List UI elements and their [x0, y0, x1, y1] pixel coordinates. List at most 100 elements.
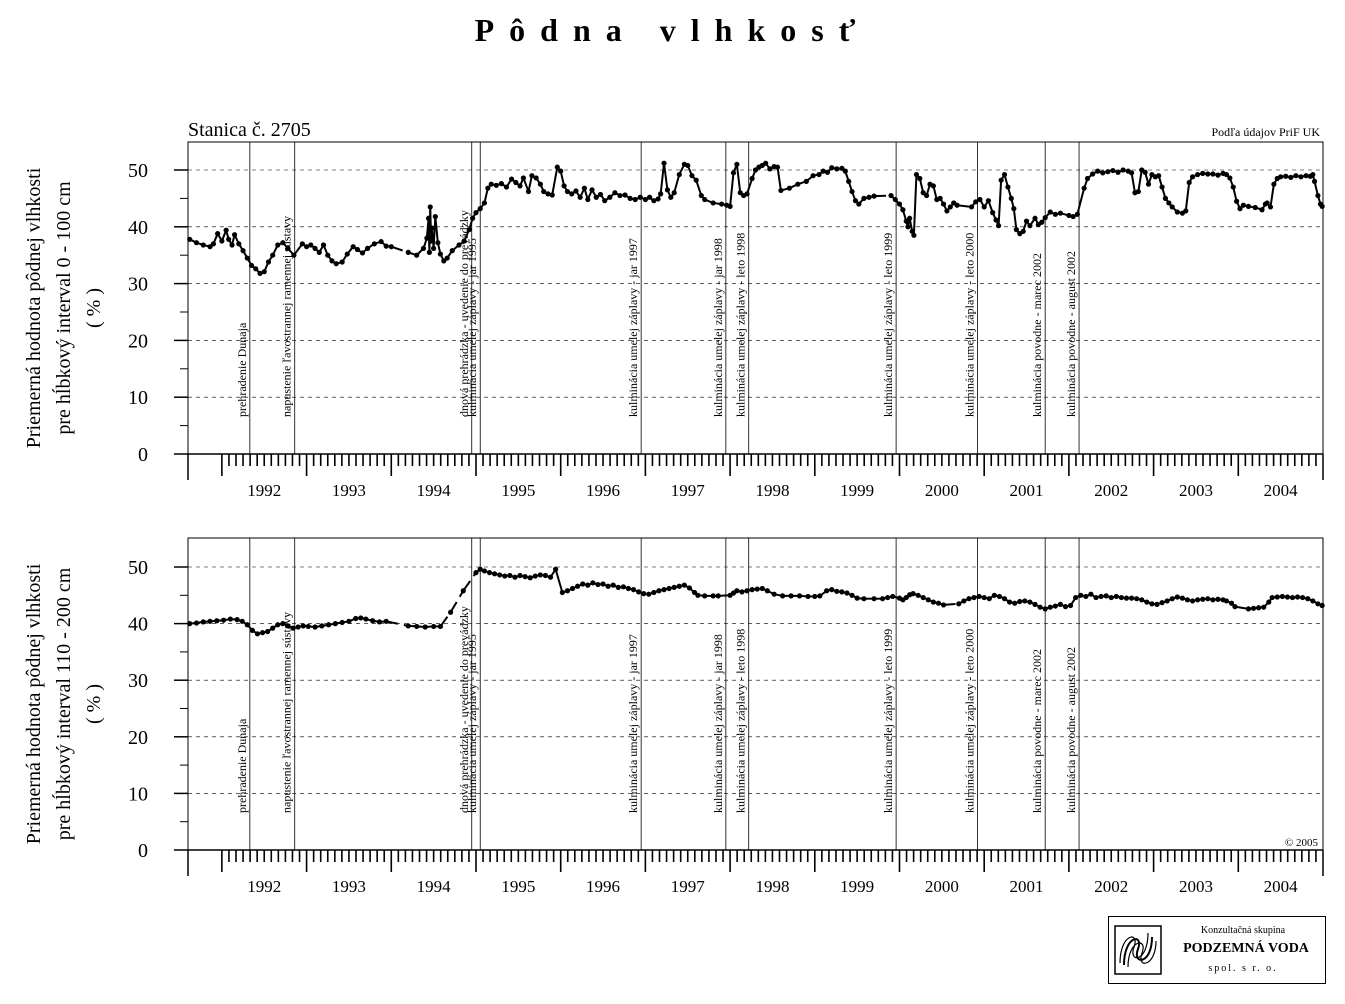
- data-point: [871, 193, 877, 199]
- data-point: [1095, 168, 1101, 174]
- data-point: [1303, 173, 1309, 179]
- data-point: [1115, 169, 1121, 175]
- data-point: [300, 623, 306, 629]
- data-point: [1017, 598, 1023, 605]
- data-point: [405, 623, 411, 629]
- data-point: [734, 161, 740, 167]
- data-point: [627, 195, 633, 201]
- data-point: [1200, 170, 1206, 177]
- data-point: [719, 201, 725, 207]
- data-point: [558, 168, 564, 174]
- data-point: [1005, 184, 1011, 190]
- data-point: [956, 601, 962, 607]
- data-point: [1007, 599, 1013, 605]
- data-point: [466, 227, 472, 233]
- data-point: [602, 198, 608, 204]
- data-point: [1232, 604, 1238, 610]
- data-point: [236, 241, 242, 247]
- data-point: [481, 568, 488, 574]
- data-point: [656, 588, 662, 594]
- data-point: [431, 623, 437, 630]
- data-point: [1279, 593, 1285, 600]
- data-point: [346, 618, 352, 624]
- data-point: [993, 217, 999, 223]
- data-point: [620, 584, 626, 590]
- data-point: [344, 251, 350, 257]
- data-point: [856, 201, 862, 207]
- data-point: [1128, 595, 1135, 601]
- data-point: [461, 238, 467, 244]
- data-point: [1230, 184, 1236, 190]
- data-point: [1098, 593, 1104, 600]
- data-point: [693, 177, 699, 183]
- data-point: [561, 183, 567, 189]
- data-point: [332, 621, 338, 627]
- data-point: [424, 235, 430, 241]
- data-point: [308, 242, 314, 248]
- data-point: [1223, 171, 1230, 178]
- data-point: [610, 582, 616, 588]
- data-point: [569, 585, 576, 592]
- data-point: [200, 619, 206, 625]
- data-point: [1027, 599, 1033, 605]
- data-point: [1305, 596, 1311, 602]
- data-point: [824, 588, 830, 594]
- data-point: [1057, 601, 1064, 607]
- data-point: [1300, 594, 1306, 601]
- data-point: [1310, 171, 1316, 178]
- data-point: [1093, 594, 1099, 601]
- data-point: [239, 618, 245, 624]
- data-point: [354, 246, 361, 253]
- data-point: [1283, 173, 1289, 179]
- y-tick-label: 30: [128, 670, 148, 692]
- data-point: [303, 244, 310, 250]
- data-point: [481, 200, 488, 206]
- data-point: [888, 192, 894, 199]
- x-tick-label: 2002: [1094, 481, 1128, 500]
- data-point: [805, 593, 811, 600]
- data-point: [437, 623, 444, 630]
- data-point: [655, 196, 661, 202]
- data-point: [577, 194, 583, 200]
- data-point: [668, 194, 674, 200]
- data-point: [966, 596, 972, 602]
- data-point: [767, 166, 773, 172]
- data-point: [353, 615, 359, 622]
- data-point: [1205, 171, 1211, 177]
- logo-top-text: Konzultačná skupina: [1200, 925, 1286, 936]
- data-point: [1311, 178, 1318, 184]
- y-tick-label: 30: [128, 274, 148, 296]
- data-point: [1032, 215, 1038, 221]
- data-point: [940, 602, 947, 608]
- data-point: [593, 194, 599, 200]
- data-point: [780, 593, 786, 599]
- data-point: [580, 581, 586, 587]
- data-point: [559, 589, 565, 596]
- event-label: kulminácia umelej záplavy - jar 1997: [626, 238, 640, 417]
- data-point: [473, 210, 479, 216]
- y-axis-title: ( % ): [83, 684, 105, 724]
- data-point: [319, 623, 325, 629]
- data-point: [1252, 204, 1258, 211]
- data-point: [930, 599, 936, 605]
- event-label: kulminácia umelej záplavy - jar 1995: [465, 238, 479, 417]
- data-point: [1200, 596, 1206, 602]
- data-point: [1174, 594, 1180, 600]
- data-point: [541, 188, 547, 195]
- data-point: [1023, 218, 1030, 224]
- data-point: [702, 593, 708, 599]
- data-point: [210, 241, 217, 247]
- x-tick-label: 2003: [1179, 877, 1213, 896]
- event-label: kulminácia umelej záplavy - jar 1995: [465, 634, 479, 813]
- event-label: kulminácia umelej záplavy - leto 2000: [962, 629, 976, 813]
- data-point: [861, 195, 867, 201]
- data-point: [1284, 594, 1291, 600]
- data-point: [333, 261, 339, 267]
- event-label: kulminácia umelej záplavy - leto 2000: [962, 233, 976, 417]
- data-point: [244, 622, 250, 628]
- data-point: [1070, 213, 1076, 220]
- data-point: [517, 572, 523, 579]
- data-point: [913, 171, 920, 178]
- data-point: [564, 588, 571, 594]
- data-point: [661, 587, 667, 593]
